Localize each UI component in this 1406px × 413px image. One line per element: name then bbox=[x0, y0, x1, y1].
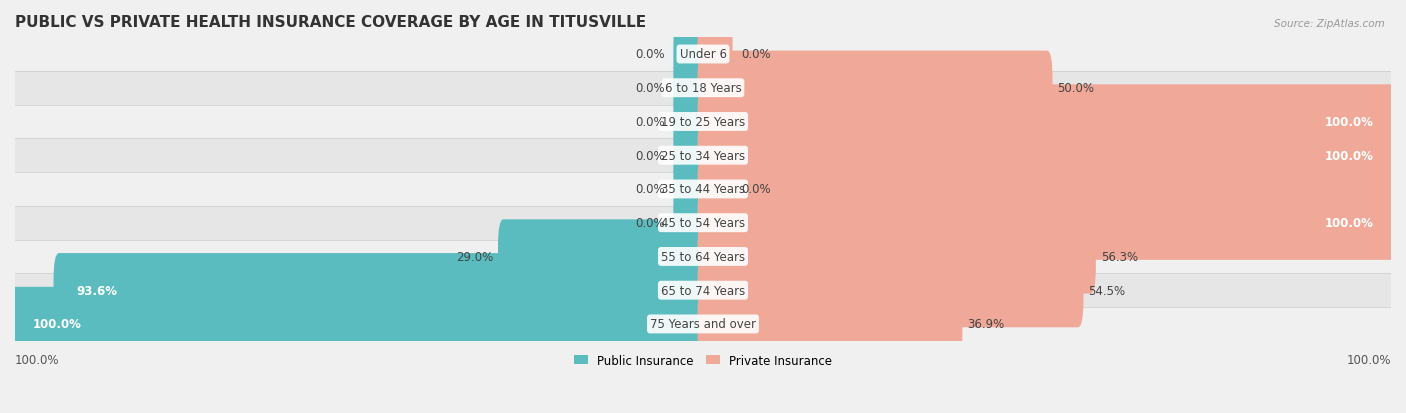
Text: 50.0%: 50.0% bbox=[1057, 82, 1094, 95]
FancyBboxPatch shape bbox=[673, 119, 709, 193]
Text: 29.0%: 29.0% bbox=[456, 250, 494, 263]
Text: 0.0%: 0.0% bbox=[636, 48, 665, 62]
FancyBboxPatch shape bbox=[673, 85, 709, 159]
Text: 55 to 64 Years: 55 to 64 Years bbox=[661, 250, 745, 263]
Text: 100.0%: 100.0% bbox=[1324, 217, 1374, 230]
Text: 65 to 74 Years: 65 to 74 Years bbox=[661, 284, 745, 297]
FancyBboxPatch shape bbox=[15, 274, 1391, 307]
Text: 100.0%: 100.0% bbox=[1324, 116, 1374, 129]
Text: PUBLIC VS PRIVATE HEALTH INSURANCE COVERAGE BY AGE IN TITUSVILLE: PUBLIC VS PRIVATE HEALTH INSURANCE COVER… bbox=[15, 15, 647, 30]
FancyBboxPatch shape bbox=[15, 72, 1391, 105]
FancyBboxPatch shape bbox=[697, 52, 1053, 126]
Text: 19 to 25 Years: 19 to 25 Years bbox=[661, 116, 745, 129]
Text: 54.5%: 54.5% bbox=[1088, 284, 1125, 297]
Text: 0.0%: 0.0% bbox=[741, 48, 770, 62]
FancyBboxPatch shape bbox=[697, 254, 1084, 328]
Text: 93.6%: 93.6% bbox=[76, 284, 117, 297]
Text: 100.0%: 100.0% bbox=[1324, 150, 1374, 162]
FancyBboxPatch shape bbox=[697, 152, 733, 226]
FancyBboxPatch shape bbox=[15, 173, 1391, 206]
FancyBboxPatch shape bbox=[15, 105, 1391, 139]
Text: 0.0%: 0.0% bbox=[636, 183, 665, 196]
Text: 25 to 34 Years: 25 to 34 Years bbox=[661, 150, 745, 162]
Text: Source: ZipAtlas.com: Source: ZipAtlas.com bbox=[1274, 19, 1385, 28]
Text: Under 6: Under 6 bbox=[679, 48, 727, 62]
FancyBboxPatch shape bbox=[15, 139, 1391, 173]
Text: 56.3%: 56.3% bbox=[1101, 250, 1137, 263]
FancyBboxPatch shape bbox=[15, 206, 1391, 240]
FancyBboxPatch shape bbox=[697, 85, 1396, 159]
FancyBboxPatch shape bbox=[15, 38, 1391, 72]
FancyBboxPatch shape bbox=[15, 307, 1391, 341]
Text: 36.9%: 36.9% bbox=[967, 318, 1004, 331]
FancyBboxPatch shape bbox=[673, 18, 709, 92]
Text: 0.0%: 0.0% bbox=[636, 217, 665, 230]
FancyBboxPatch shape bbox=[10, 287, 709, 361]
Text: 100.0%: 100.0% bbox=[32, 318, 82, 331]
Text: 0.0%: 0.0% bbox=[636, 150, 665, 162]
Text: 6 to 18 Years: 6 to 18 Years bbox=[665, 82, 741, 95]
FancyBboxPatch shape bbox=[697, 119, 1396, 193]
Text: 75 Years and over: 75 Years and over bbox=[650, 318, 756, 331]
Text: 100.0%: 100.0% bbox=[15, 353, 59, 366]
Text: 45 to 54 Years: 45 to 54 Years bbox=[661, 217, 745, 230]
FancyBboxPatch shape bbox=[697, 287, 962, 361]
FancyBboxPatch shape bbox=[53, 254, 709, 328]
Text: 0.0%: 0.0% bbox=[636, 82, 665, 95]
FancyBboxPatch shape bbox=[673, 186, 709, 260]
Text: 0.0%: 0.0% bbox=[741, 183, 770, 196]
Text: 35 to 44 Years: 35 to 44 Years bbox=[661, 183, 745, 196]
FancyBboxPatch shape bbox=[697, 220, 1095, 294]
Text: 100.0%: 100.0% bbox=[1347, 353, 1391, 366]
FancyBboxPatch shape bbox=[697, 186, 1396, 260]
Legend: Public Insurance, Private Insurance: Public Insurance, Private Insurance bbox=[569, 349, 837, 371]
FancyBboxPatch shape bbox=[673, 152, 709, 226]
FancyBboxPatch shape bbox=[673, 52, 709, 126]
FancyBboxPatch shape bbox=[697, 18, 733, 92]
FancyBboxPatch shape bbox=[15, 240, 1391, 274]
FancyBboxPatch shape bbox=[498, 220, 709, 294]
Text: 0.0%: 0.0% bbox=[636, 116, 665, 129]
